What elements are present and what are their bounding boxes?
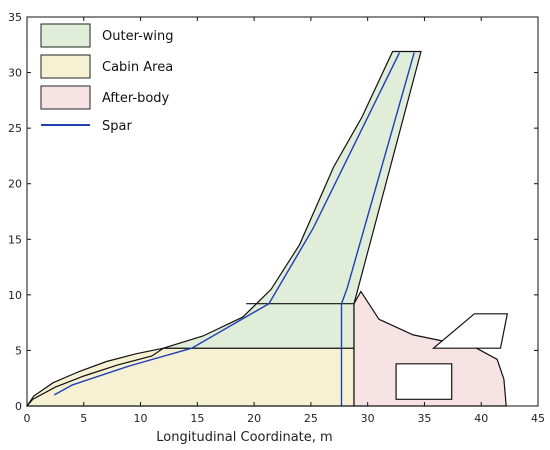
axes-layer: 0 5 10 15 20 25 30 35 40 45 0 5 10 15 20 25 30 35 Longitud… xyxy=(8,11,545,445)
x-tick-label: 5 xyxy=(80,412,87,425)
y-tick-label: 30 xyxy=(8,67,22,80)
x-tick-label: 10 xyxy=(134,412,148,425)
x-axis-title: Longitudinal Coordinate, m xyxy=(156,430,332,445)
spar-line-2 xyxy=(340,52,415,406)
plot-frame xyxy=(26,16,539,407)
after-body-cutout xyxy=(395,363,453,400)
x-tick-label: 45 xyxy=(531,412,545,425)
legend-swatch xyxy=(40,85,91,110)
y-tick-label: 5 xyxy=(15,344,22,357)
y-tick-label: 20 xyxy=(8,178,22,191)
legend-entry: Spar xyxy=(41,119,132,134)
x-tick-label: 30 xyxy=(361,412,375,425)
legend-label: Outer-wing xyxy=(102,29,174,44)
y-tick-label: 25 xyxy=(8,122,22,135)
legend-entry: Outer-wing xyxy=(40,23,174,48)
cabin-area-region xyxy=(25,347,355,407)
spar-layer xyxy=(53,52,415,406)
x-tick-label: 25 xyxy=(304,412,318,425)
legend-swatch xyxy=(40,23,91,48)
leading-edge-outline xyxy=(26,347,164,407)
x-tick-label: 0 xyxy=(24,412,31,425)
legend-swatch xyxy=(40,54,91,79)
legend-label: After-body xyxy=(102,91,170,106)
x-tick-label: 20 xyxy=(247,412,261,425)
legend-label: Cabin Area xyxy=(102,60,173,75)
legend: Outer-wing Cabin Area After-body Spar xyxy=(40,23,174,134)
y-tick-label: 35 xyxy=(8,11,22,24)
x-tick-label: 40 xyxy=(474,412,488,425)
legend-entry: After-body xyxy=(40,85,170,110)
legend-label: Spar xyxy=(102,119,132,134)
regions-layer xyxy=(25,50,509,407)
y-tick-label: 10 xyxy=(8,289,22,302)
x-tick-label: 35 xyxy=(417,412,431,425)
y-tick-label: 0 xyxy=(15,400,22,413)
tail-fin-outline xyxy=(431,313,509,349)
y-tick-label: 15 xyxy=(8,233,22,246)
x-tick-label: 15 xyxy=(190,412,204,425)
legend-entry: Cabin Area xyxy=(40,54,173,79)
spar-line-1 xyxy=(53,52,401,396)
